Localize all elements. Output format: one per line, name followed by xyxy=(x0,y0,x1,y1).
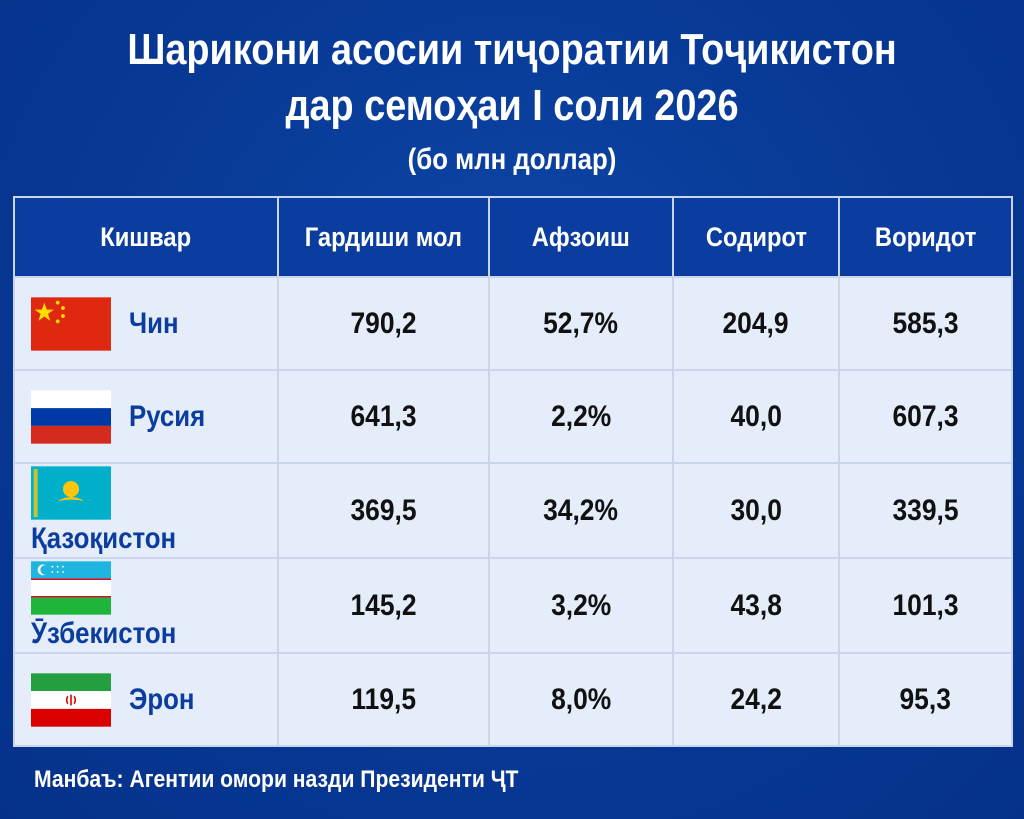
country-cell: Чин xyxy=(13,276,279,371)
source-note: Манбаъ: Агентии омори назди Президенти Ҷ… xyxy=(34,766,519,793)
exports-cell: 40,0 xyxy=(672,369,840,464)
country-cell: Эрон xyxy=(13,652,279,748)
imports-cell: 585,3 xyxy=(838,276,1013,371)
country-name: Ӯзбекистон xyxy=(31,617,177,651)
header-growth: Афзоиш xyxy=(488,196,674,278)
growth-cell: 52,7% xyxy=(488,276,674,371)
turnover-cell: 145,2 xyxy=(277,557,490,655)
turnover-cell: 641,3 xyxy=(277,369,490,464)
imports-cell: 101,3 xyxy=(838,557,1013,655)
subtitle: (бо млн доллар) xyxy=(407,143,617,176)
turnover-cell: 790,2 xyxy=(277,276,490,371)
header-exports: Содирот xyxy=(672,196,840,278)
imports-cell: 607,3 xyxy=(838,369,1013,464)
country-name: Эрон xyxy=(129,682,195,716)
iran-flag-icon xyxy=(31,672,111,727)
trade-partners-table: Кишвар Гардиши мол Афзоиш Содирот Воридо… xyxy=(13,196,1013,748)
exports-cell: 24,2 xyxy=(672,652,840,748)
growth-cell: 8,0% xyxy=(488,652,674,748)
table-header-row: Кишвар Гардиши мол Афзоиш Содирот Воридо… xyxy=(13,196,1013,278)
country-cell: Русия xyxy=(13,369,279,464)
table-row: Чин 790,2 52,7% 204,9 585,3 xyxy=(13,276,1013,371)
table-row: Эрон 119,5 8,0% 24,2 95,3 xyxy=(13,652,1013,748)
table-row: Русия 641,3 2,2% 40,0 607,3 xyxy=(13,369,1013,464)
title-line-1: Шарикони асосии тиҷоратии Тоҷикистон xyxy=(127,25,897,74)
china-flag-icon xyxy=(31,296,111,351)
header-imports: Воридот xyxy=(838,196,1013,278)
turnover-cell: 119,5 xyxy=(277,652,490,748)
table-row: Қазоқистон 369,5 34,2% 30,0 339,5 xyxy=(13,461,1013,560)
uzbekistan-flag-icon xyxy=(31,561,111,615)
kazakhstan-flag-icon xyxy=(31,466,111,520)
country-cell: Ӯзбекистон xyxy=(13,557,279,655)
imports-cell: 339,5 xyxy=(838,461,1013,560)
russia-flag-icon xyxy=(31,389,111,444)
title-line-2: дар семоҳаи I соли 2026 xyxy=(285,81,739,130)
growth-cell: 2,2% xyxy=(488,369,674,464)
growth-cell: 3,2% xyxy=(488,557,674,655)
country-name: Русия xyxy=(129,399,206,433)
country-cell: Қазоқистон xyxy=(13,461,279,560)
header-country: Кишвар xyxy=(13,196,279,278)
turnover-cell: 369,5 xyxy=(277,461,490,560)
country-name: Қазоқистон xyxy=(31,522,177,556)
table-row: Ӯзбекистон 145,2 3,2% 43,8 101,3 xyxy=(13,557,1013,655)
exports-cell: 204,9 xyxy=(672,276,840,371)
header-turnover: Гардиши мол xyxy=(277,196,490,278)
growth-cell: 34,2% xyxy=(488,461,674,560)
exports-cell: 43,8 xyxy=(672,557,840,655)
country-name: Чин xyxy=(129,306,179,340)
exports-cell: 30,0 xyxy=(672,461,840,560)
imports-cell: 95,3 xyxy=(838,652,1013,748)
